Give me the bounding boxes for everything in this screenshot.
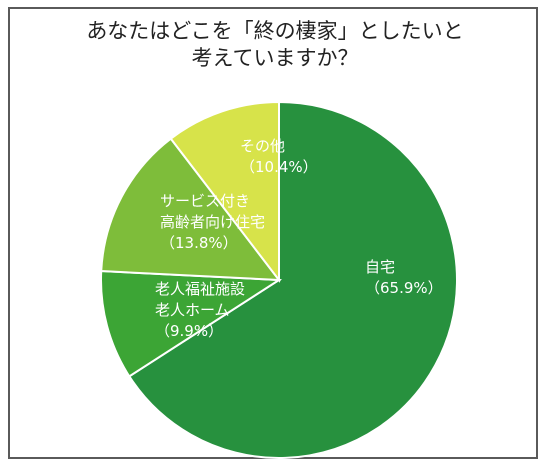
slice-label-line-0-0: 自宅 [365,258,395,276]
slice-label-0: 自宅 （65.9%） [365,258,443,297]
pie-slice-2 [100,137,282,282]
slice-percent-2: （13.8%） [160,234,238,252]
chart-title-line-1: あなたはどこを「終の棲家」としたいと [86,19,464,43]
slice-label-line-1-0: 老人福祉施設 [155,280,245,298]
slice-percent-0: （65.9%） [365,279,443,297]
slice-percent-1: （9.9%） [155,322,223,340]
pie-slice-1 [100,270,283,378]
chart-title: あなたはどこを「終の棲家」としたいと 考えていますか？ [0,18,550,72]
slice-label-line-2-1: 高齢者向け住宅 [160,213,265,231]
pie-slice-0 [127,100,458,459]
pie-slice-3 [169,100,280,283]
slice-label-line-3-0: その他 [240,137,285,155]
slice-label-line-2-0: サービス付き [160,192,250,210]
slice-label-3: その他 （10.4%） [240,137,318,176]
slice-label-line-1-1: 老人ホーム [155,301,230,319]
slice-percent-3: （10.4%） [240,158,318,176]
chart-title-line-2: 考えていますか？ [191,46,359,70]
